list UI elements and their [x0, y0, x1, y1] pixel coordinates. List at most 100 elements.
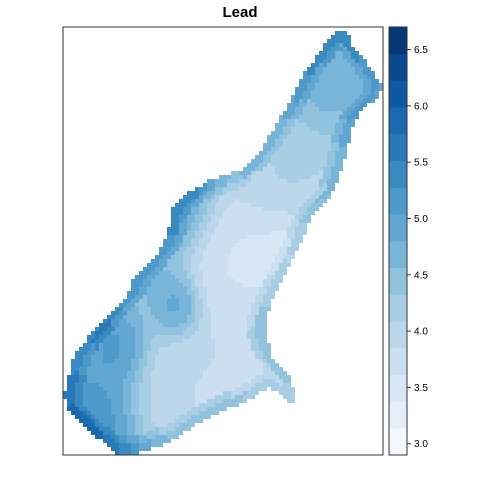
map-cell: [163, 371, 167, 375]
map-cell: [135, 283, 139, 287]
map-cell: [351, 67, 355, 71]
map-cell: [267, 375, 271, 379]
map-cell: [303, 147, 307, 151]
map-cell: [207, 247, 211, 251]
map-cell: [211, 195, 215, 199]
map-cell: [91, 423, 95, 427]
map-cell: [203, 215, 207, 219]
map-cell: [303, 91, 307, 95]
map-cell: [311, 167, 315, 171]
map-cell: [75, 367, 79, 371]
map-cell: [239, 339, 243, 343]
map-cell: [187, 287, 191, 291]
map-cell: [191, 303, 195, 307]
map-cell: [163, 387, 167, 391]
map-cell: [75, 387, 79, 391]
map-cell: [275, 175, 279, 179]
map-cell: [91, 335, 95, 339]
map-cell: [311, 135, 315, 139]
map-cell: [187, 383, 191, 387]
map-cell: [239, 303, 243, 307]
map-cell: [199, 343, 203, 347]
map-cell: [179, 303, 183, 307]
map-cell: [207, 391, 211, 395]
map-cell: [195, 243, 199, 247]
map-cell: [219, 287, 223, 291]
map-cell: [155, 347, 159, 351]
map-cell: [319, 151, 323, 155]
map-cell: [259, 171, 263, 175]
map-cell: [239, 359, 243, 363]
map-cell: [259, 219, 263, 223]
map-cell: [351, 103, 355, 107]
map-cell: [235, 315, 239, 319]
map-cell: [219, 367, 223, 371]
map-cell: [307, 215, 311, 219]
map-cell: [255, 223, 259, 227]
map-cell: [359, 75, 363, 79]
map-cell: [131, 375, 135, 379]
map-cell: [223, 331, 227, 335]
map-cell: [335, 103, 339, 107]
map-cell: [255, 207, 259, 211]
map-cell: [271, 171, 275, 175]
map-cell: [255, 255, 259, 259]
map-cell: [183, 367, 187, 371]
map-cell: [331, 135, 335, 139]
map-cell: [203, 195, 207, 199]
map-cell: [219, 291, 223, 295]
map-cell: [255, 215, 259, 219]
map-cell: [375, 79, 379, 83]
map-cell: [283, 187, 287, 191]
map-cell: [211, 263, 215, 267]
map-cell: [131, 391, 135, 395]
map-cell: [279, 247, 283, 251]
map-cell: [263, 179, 267, 183]
map-cell: [223, 235, 227, 239]
map-cell: [151, 303, 155, 307]
map-cell: [235, 267, 239, 271]
map-cell: [211, 275, 215, 279]
map-cell: [267, 359, 271, 363]
map-cell: [159, 379, 163, 383]
map-cell: [319, 107, 323, 111]
map-cell: [91, 403, 95, 407]
map-cell: [111, 395, 115, 399]
map-cell: [191, 323, 195, 327]
map-cell: [255, 315, 259, 319]
map-cell: [91, 339, 95, 343]
map-cell: [179, 423, 183, 427]
map-cell: [195, 247, 199, 251]
map-cell: [323, 155, 327, 159]
map-cell: [215, 215, 219, 219]
map-cell: [207, 367, 211, 371]
map-cell: [251, 207, 255, 211]
map-cell: [151, 443, 155, 447]
map-cell: [67, 391, 71, 395]
map-cell: [111, 411, 115, 415]
map-cell: [331, 91, 335, 95]
map-cell: [351, 107, 355, 111]
map-cell: [299, 159, 303, 163]
map-cell: [227, 243, 231, 247]
map-cell: [243, 223, 247, 227]
map-cell: [267, 247, 271, 251]
map-cell: [139, 367, 143, 371]
map-cell: [187, 323, 191, 327]
map-cell: [231, 283, 235, 287]
map-cell: [155, 323, 159, 327]
map-cell: [259, 319, 263, 323]
map-cell: [235, 207, 239, 211]
map-cell: [219, 271, 223, 275]
map-cell: [347, 127, 351, 131]
map-cell: [87, 399, 91, 403]
map-cell: [155, 395, 159, 399]
map-cell: [295, 163, 299, 167]
map-cell: [235, 239, 239, 243]
map-cell: [319, 203, 323, 207]
map-cell: [95, 355, 99, 359]
map-cell: [211, 187, 215, 191]
map-cell: [183, 395, 187, 399]
map-cell: [335, 95, 339, 99]
map-cell: [159, 439, 163, 443]
